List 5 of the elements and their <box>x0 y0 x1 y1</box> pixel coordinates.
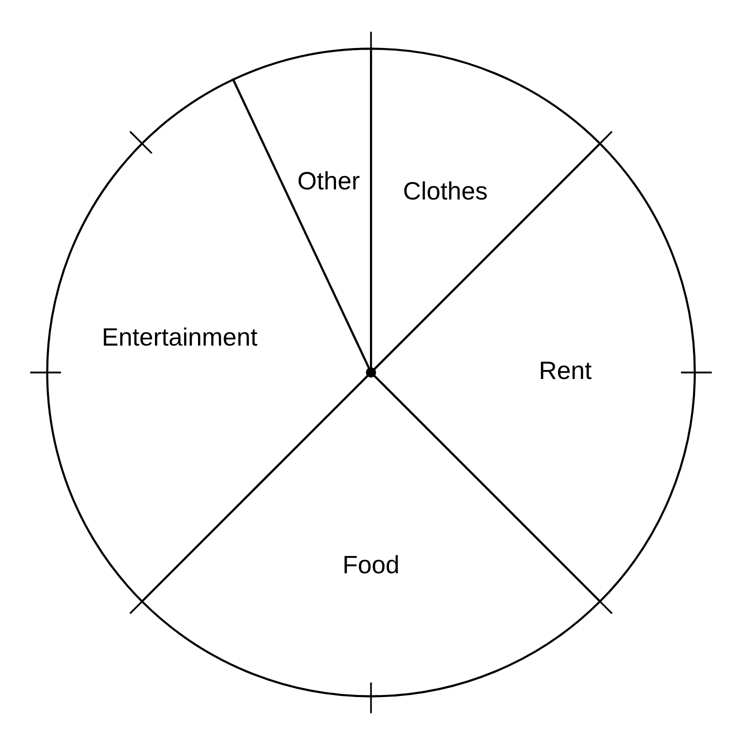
slice-label: Clothes <box>404 181 487 200</box>
slice-label: Rent <box>540 362 592 380</box>
slice-label: Food <box>344 555 398 574</box>
slice-label: Entertainment <box>104 327 258 346</box>
slice-label: Other <box>298 171 360 190</box>
